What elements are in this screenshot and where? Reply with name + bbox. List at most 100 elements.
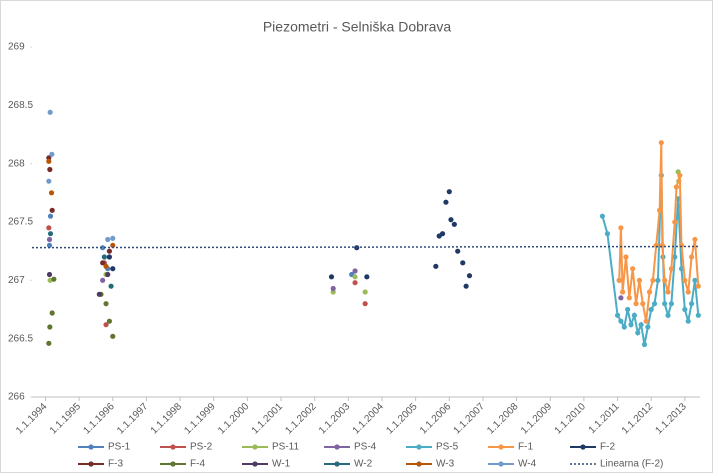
point	[688, 301, 695, 307]
series	[46, 109, 116, 243]
point	[352, 268, 358, 274]
legend-marker	[498, 461, 504, 467]
point	[103, 263, 109, 269]
legend-label: W-3	[436, 459, 455, 470]
series-line	[601, 175, 700, 345]
legend-marker	[88, 461, 94, 467]
point	[362, 289, 368, 295]
point	[443, 199, 449, 205]
trend-line	[31, 245, 701, 249]
point	[439, 231, 446, 237]
point	[677, 172, 683, 178]
point	[47, 213, 54, 219]
legend-label: PS-11	[272, 442, 299, 453]
point	[46, 178, 52, 184]
point	[100, 260, 106, 266]
point	[650, 277, 656, 283]
point	[599, 213, 606, 219]
legend-marker	[170, 461, 176, 467]
legend-marker	[416, 444, 422, 450]
legend-label: PS-5	[436, 442, 459, 453]
point	[648, 306, 654, 313]
point	[658, 140, 664, 146]
point	[692, 236, 698, 243]
point	[46, 271, 53, 278]
legend-label: PS-2	[190, 442, 213, 453]
point	[682, 277, 688, 283]
point	[330, 285, 336, 292]
point	[662, 277, 668, 283]
legend-marker	[498, 444, 504, 450]
point	[635, 330, 641, 336]
point	[460, 260, 466, 266]
point	[106, 248, 113, 254]
series	[599, 172, 701, 348]
point	[46, 340, 52, 346]
chart-title: Piezometri - Selniška Dobrava	[263, 19, 452, 35]
point	[655, 277, 661, 283]
point	[672, 219, 678, 225]
point	[49, 310, 55, 316]
legend-label: F-3	[108, 459, 123, 470]
point	[618, 318, 624, 324]
series	[46, 271, 111, 297]
point	[673, 184, 680, 190]
point	[685, 318, 691, 324]
point	[633, 301, 639, 307]
point	[643, 318, 649, 324]
y-tick-label: 266.5	[8, 333, 33, 344]
legend-marker	[334, 461, 340, 467]
point	[47, 166, 53, 173]
point	[100, 245, 106, 251]
point	[103, 301, 109, 307]
legend-marker	[416, 461, 422, 467]
point	[682, 306, 688, 313]
point	[46, 225, 52, 231]
point	[641, 341, 648, 348]
y-tick-label: 266	[8, 392, 25, 403]
y-tick-label: 268	[8, 158, 25, 169]
series	[47, 231, 114, 289]
legend-label: W-2	[354, 459, 373, 470]
point	[651, 301, 658, 307]
point	[105, 271, 111, 278]
point	[47, 109, 53, 115]
point	[455, 248, 461, 254]
y-tick-label: 267	[8, 275, 25, 286]
point	[672, 254, 678, 260]
point	[626, 295, 632, 301]
series	[46, 236, 624, 301]
legend-label: Linearna (F-2)	[600, 459, 663, 470]
point	[110, 235, 116, 241]
point	[108, 283, 114, 289]
point	[46, 158, 52, 164]
point	[618, 225, 624, 231]
point	[645, 324, 651, 330]
point	[623, 254, 629, 260]
series-line	[618, 142, 700, 322]
series	[46, 158, 116, 269]
legend-marker	[334, 444, 340, 450]
point	[51, 276, 57, 282]
point	[646, 289, 653, 295]
point	[451, 221, 457, 227]
point	[640, 301, 646, 307]
series	[46, 276, 116, 346]
point	[665, 289, 671, 295]
point	[49, 151, 55, 157]
point	[46, 242, 53, 248]
point	[96, 291, 102, 297]
point	[110, 266, 116, 272]
point	[448, 217, 454, 223]
point	[638, 322, 644, 328]
point	[352, 274, 358, 280]
point	[662, 301, 668, 307]
legend-label: PS-1	[108, 442, 131, 453]
point	[628, 322, 634, 328]
point	[625, 306, 631, 313]
point	[48, 190, 55, 196]
point	[619, 289, 626, 295]
point	[463, 283, 469, 289]
point	[616, 277, 622, 283]
